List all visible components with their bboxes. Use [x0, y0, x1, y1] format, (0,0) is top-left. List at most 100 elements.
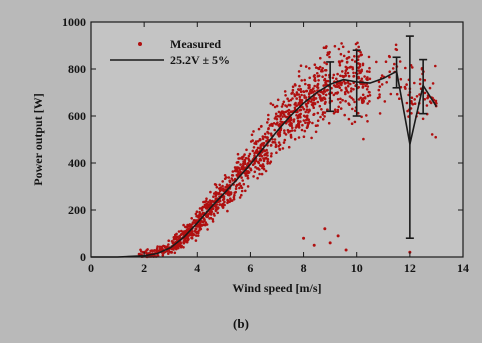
measured-point — [413, 81, 416, 85]
measured-point — [282, 110, 285, 114]
measured-point — [240, 193, 243, 197]
measured-point — [251, 139, 254, 142]
measured-point — [323, 61, 326, 64]
measured-point — [348, 66, 352, 69]
measured-point — [162, 251, 165, 255]
measured-point — [299, 87, 303, 91]
measured-point — [324, 81, 327, 85]
measured-point — [162, 244, 165, 248]
measured-point — [352, 75, 355, 78]
x-tick-label: 14 — [457, 261, 469, 275]
measured-point — [317, 67, 321, 71]
measured-point — [246, 176, 250, 180]
measured-point — [240, 176, 243, 179]
measured-point — [351, 67, 355, 71]
measured-point — [267, 127, 270, 130]
measured-point — [228, 179, 231, 183]
measured-point — [353, 100, 356, 104]
measured-point — [177, 230, 181, 233]
measured-point — [284, 94, 287, 97]
measured-point — [378, 93, 381, 96]
measured-point — [349, 82, 352, 86]
measured-point — [241, 179, 244, 182]
measured-point — [262, 159, 266, 163]
measured-point — [300, 98, 304, 102]
measured-point — [322, 96, 325, 100]
measured-point — [243, 153, 246, 156]
measured-point — [291, 126, 294, 130]
measured-point — [330, 91, 334, 95]
measured-point — [271, 141, 275, 144]
figure-caption: (b) — [233, 316, 249, 331]
measured-point — [344, 86, 348, 90]
measured-point — [179, 233, 183, 236]
measured-point — [413, 98, 417, 101]
measured-point — [200, 206, 204, 210]
measured-point — [361, 62, 365, 66]
measured-point — [410, 102, 414, 105]
measured-point — [289, 133, 293, 137]
measured-point — [347, 91, 350, 94]
measured-point — [285, 115, 289, 119]
measured-point — [395, 92, 399, 96]
measured-point — [256, 146, 260, 150]
measured-point — [297, 126, 301, 129]
measured-point — [320, 108, 323, 111]
measured-point — [223, 177, 227, 180]
measured-point — [368, 77, 372, 81]
measured-point — [206, 228, 209, 231]
measured-point — [360, 69, 363, 73]
measured-point — [388, 75, 391, 79]
x-tick-label: 8 — [301, 261, 307, 275]
measured-point — [344, 72, 347, 75]
measured-point — [156, 249, 159, 252]
measured-point — [322, 46, 326, 49]
measured-point — [252, 146, 256, 149]
measured-point — [265, 136, 268, 139]
measured-point — [250, 133, 254, 137]
measured-point — [302, 135, 306, 138]
measured-point — [151, 249, 154, 253]
measured-point — [242, 182, 246, 186]
measured-point — [223, 200, 226, 204]
measured-point — [295, 104, 299, 107]
measured-point — [376, 96, 380, 100]
measured-point — [384, 60, 388, 63]
measured-point — [194, 219, 198, 222]
measured-point — [324, 69, 328, 72]
measured-point — [304, 121, 307, 124]
measured-point — [398, 60, 402, 63]
measured-point — [295, 91, 299, 94]
measured-point — [319, 56, 322, 60]
measured-point — [261, 166, 264, 170]
measured-point — [205, 207, 208, 210]
measured-point — [282, 100, 286, 104]
measured-point — [197, 231, 200, 235]
measured-point — [254, 165, 257, 169]
measured-point — [298, 98, 302, 101]
measured-point — [333, 108, 337, 111]
measured-point — [361, 86, 365, 89]
measured-point — [261, 137, 265, 141]
measured-point — [256, 176, 259, 180]
measured-point — [357, 66, 361, 69]
measured-point — [238, 167, 241, 170]
measured-point — [213, 214, 216, 217]
plot-area — [91, 22, 463, 257]
measured-point — [360, 77, 364, 81]
y-axis-title: Power output [W] — [31, 93, 45, 185]
measured-point — [300, 101, 303, 104]
measured-point — [380, 83, 384, 86]
legend: Measured 25.2V ± 5% — [110, 37, 230, 67]
measured-point — [305, 116, 309, 119]
x-axis-title: Wind speed [m/s] — [232, 281, 321, 295]
measured-point — [339, 101, 342, 104]
measured-point — [365, 114, 368, 117]
measured-point — [237, 183, 240, 186]
measured-point — [246, 162, 250, 165]
measured-point — [293, 106, 297, 110]
measured-point — [303, 129, 307, 133]
x-tick-label: 4 — [194, 261, 200, 275]
measured-point — [316, 72, 319, 75]
measured-point — [311, 104, 315, 107]
